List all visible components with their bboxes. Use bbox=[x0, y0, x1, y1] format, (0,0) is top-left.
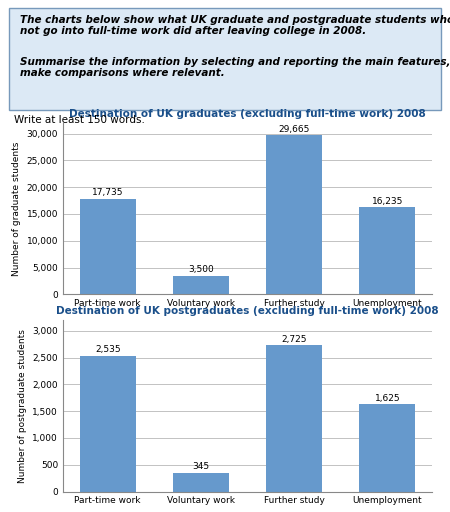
Bar bbox=[266, 135, 322, 294]
Bar bbox=[173, 473, 229, 492]
Text: Summarise the information by selecting and reporting the main features, and
make: Summarise the information by selecting a… bbox=[20, 57, 450, 78]
Title: Destination of UK graduates (excluding full-time work) 2008: Destination of UK graduates (excluding f… bbox=[69, 110, 426, 119]
Y-axis label: Number of postgraduate students: Number of postgraduate students bbox=[18, 329, 27, 483]
Title: Destination of UK postgraduates (excluding full-time work) 2008: Destination of UK postgraduates (excludi… bbox=[56, 307, 439, 316]
Text: 16,235: 16,235 bbox=[372, 197, 403, 205]
Bar bbox=[80, 356, 136, 492]
Bar bbox=[359, 404, 415, 492]
Text: 345: 345 bbox=[192, 462, 209, 471]
Bar bbox=[80, 199, 136, 294]
Text: 3,500: 3,500 bbox=[188, 265, 214, 274]
Bar bbox=[173, 275, 229, 294]
Text: Write at least 150 words.: Write at least 150 words. bbox=[14, 115, 144, 125]
Text: 29,665: 29,665 bbox=[279, 124, 310, 134]
FancyBboxPatch shape bbox=[9, 8, 441, 110]
Bar bbox=[359, 207, 415, 294]
Text: The charts below show what UK graduate and postgraduate students who did
not go : The charts below show what UK graduate a… bbox=[20, 15, 450, 36]
Text: 2,725: 2,725 bbox=[281, 334, 307, 344]
Text: 1,625: 1,625 bbox=[374, 394, 400, 402]
Y-axis label: Number of graduate students: Number of graduate students bbox=[12, 141, 21, 276]
Text: 17,735: 17,735 bbox=[92, 188, 123, 198]
Bar bbox=[266, 346, 322, 492]
Text: 2,535: 2,535 bbox=[95, 345, 121, 354]
